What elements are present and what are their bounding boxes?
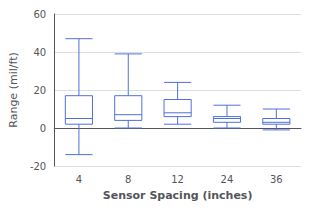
svg-text:24: 24 bbox=[221, 174, 234, 185]
svg-text:4: 4 bbox=[76, 174, 82, 185]
svg-text:Sensor Spacing (inches): Sensor Spacing (inches) bbox=[103, 189, 253, 202]
svg-text:-20: -20 bbox=[30, 161, 46, 172]
svg-text:60: 60 bbox=[33, 9, 46, 20]
svg-text:0: 0 bbox=[40, 123, 46, 134]
svg-text:12: 12 bbox=[171, 174, 184, 185]
svg-text:40: 40 bbox=[33, 47, 46, 58]
svg-text:20: 20 bbox=[33, 85, 46, 96]
svg-text:36: 36 bbox=[270, 174, 283, 185]
svg-text:Range (mil/ft): Range (mil/ft) bbox=[7, 52, 20, 127]
svg-text:8: 8 bbox=[125, 174, 131, 185]
